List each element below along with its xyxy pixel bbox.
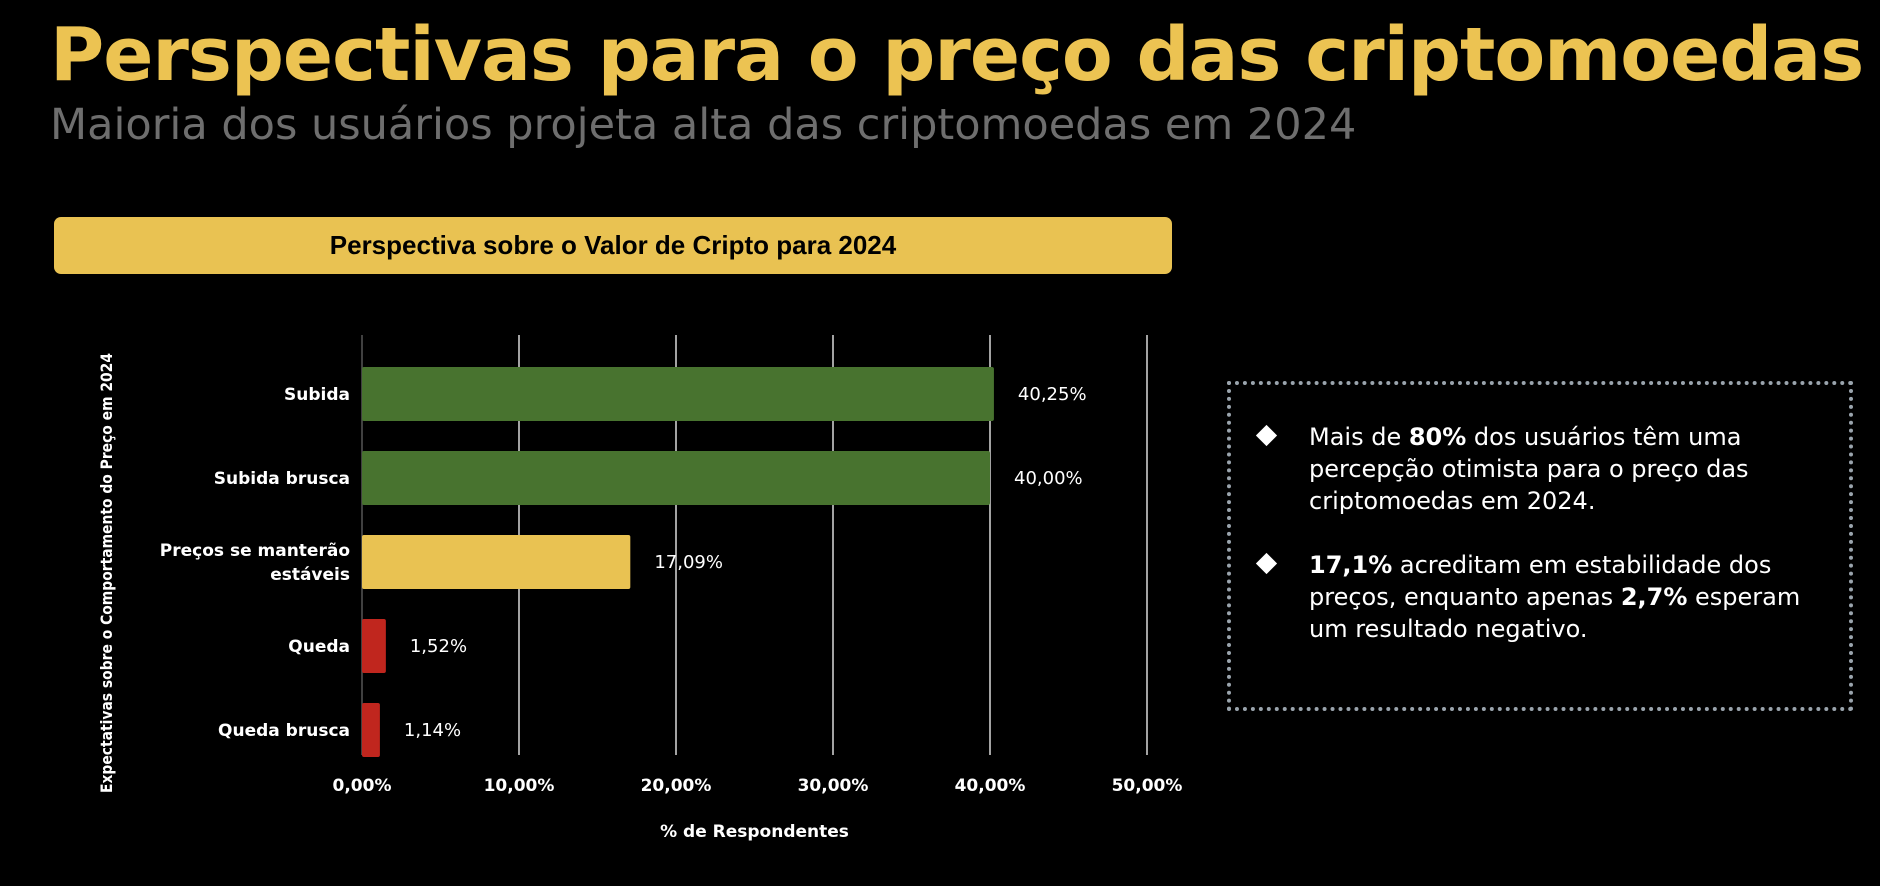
diamond-bullet-icon <box>1255 424 1278 447</box>
insight-text-2: 17,1% acreditam em estabilidade dos preç… <box>1309 551 1801 643</box>
value-label: 1,14% <box>404 720 461 741</box>
x-tick-label: 50,00% <box>1112 776 1183 796</box>
bar <box>362 367 994 421</box>
category-label: Preços se manterão estáveis <box>160 541 350 585</box>
bar <box>362 535 631 589</box>
category-label: Queda <box>288 637 350 657</box>
page-title: Perspectivas para o preço das criptomoed… <box>50 12 1864 98</box>
bar <box>362 703 380 757</box>
y-axis-title: Expectativas sobre o Comportamento do Pr… <box>97 353 116 793</box>
value-label: 40,25% <box>1018 384 1087 405</box>
x-tick-label: 40,00% <box>955 776 1026 796</box>
x-axis-title: % de Respondentes <box>660 822 849 842</box>
value-label: 1,52% <box>410 636 467 657</box>
value-label: 40,00% <box>1014 468 1083 489</box>
x-tick-label: 10,00% <box>484 776 555 796</box>
insight-text-1: Mais de 80% dos usuários têm uma percepç… <box>1309 423 1749 515</box>
x-tick-label: 0,00% <box>333 776 392 796</box>
category-label: Queda brusca <box>218 721 350 741</box>
bar <box>362 451 990 505</box>
bar <box>362 619 386 673</box>
page-subtitle: Maioria dos usuários projeta alta das cr… <box>50 100 1357 150</box>
insight-highlight: 80% <box>1408 423 1467 451</box>
category-label: Subida brusca <box>214 469 350 489</box>
chart-title: Perspectiva sobre o Valor de Cripto para… <box>329 230 897 260</box>
insight-highlight: 17,1% <box>1309 551 1393 579</box>
diamond-bullet-icon <box>1255 552 1278 575</box>
insights-box: Mais de 80% dos usuários têm uma percepç… <box>1227 381 1853 711</box>
category-label: Subida <box>284 385 350 405</box>
bar-chart: 0,00% 10,00% 20,00% 30,00% 40,00% 50,00% Subid… <box>97 335 1183 842</box>
x-tick-label: 30,00% <box>798 776 869 796</box>
value-label: 17,09% <box>654 552 723 573</box>
insight-highlight: 2,7% <box>1620 583 1688 611</box>
chart-title-bar: Perspectiva sobre o Valor de Cripto para… <box>54 217 1172 274</box>
x-tick-label: 20,00% <box>641 776 712 796</box>
